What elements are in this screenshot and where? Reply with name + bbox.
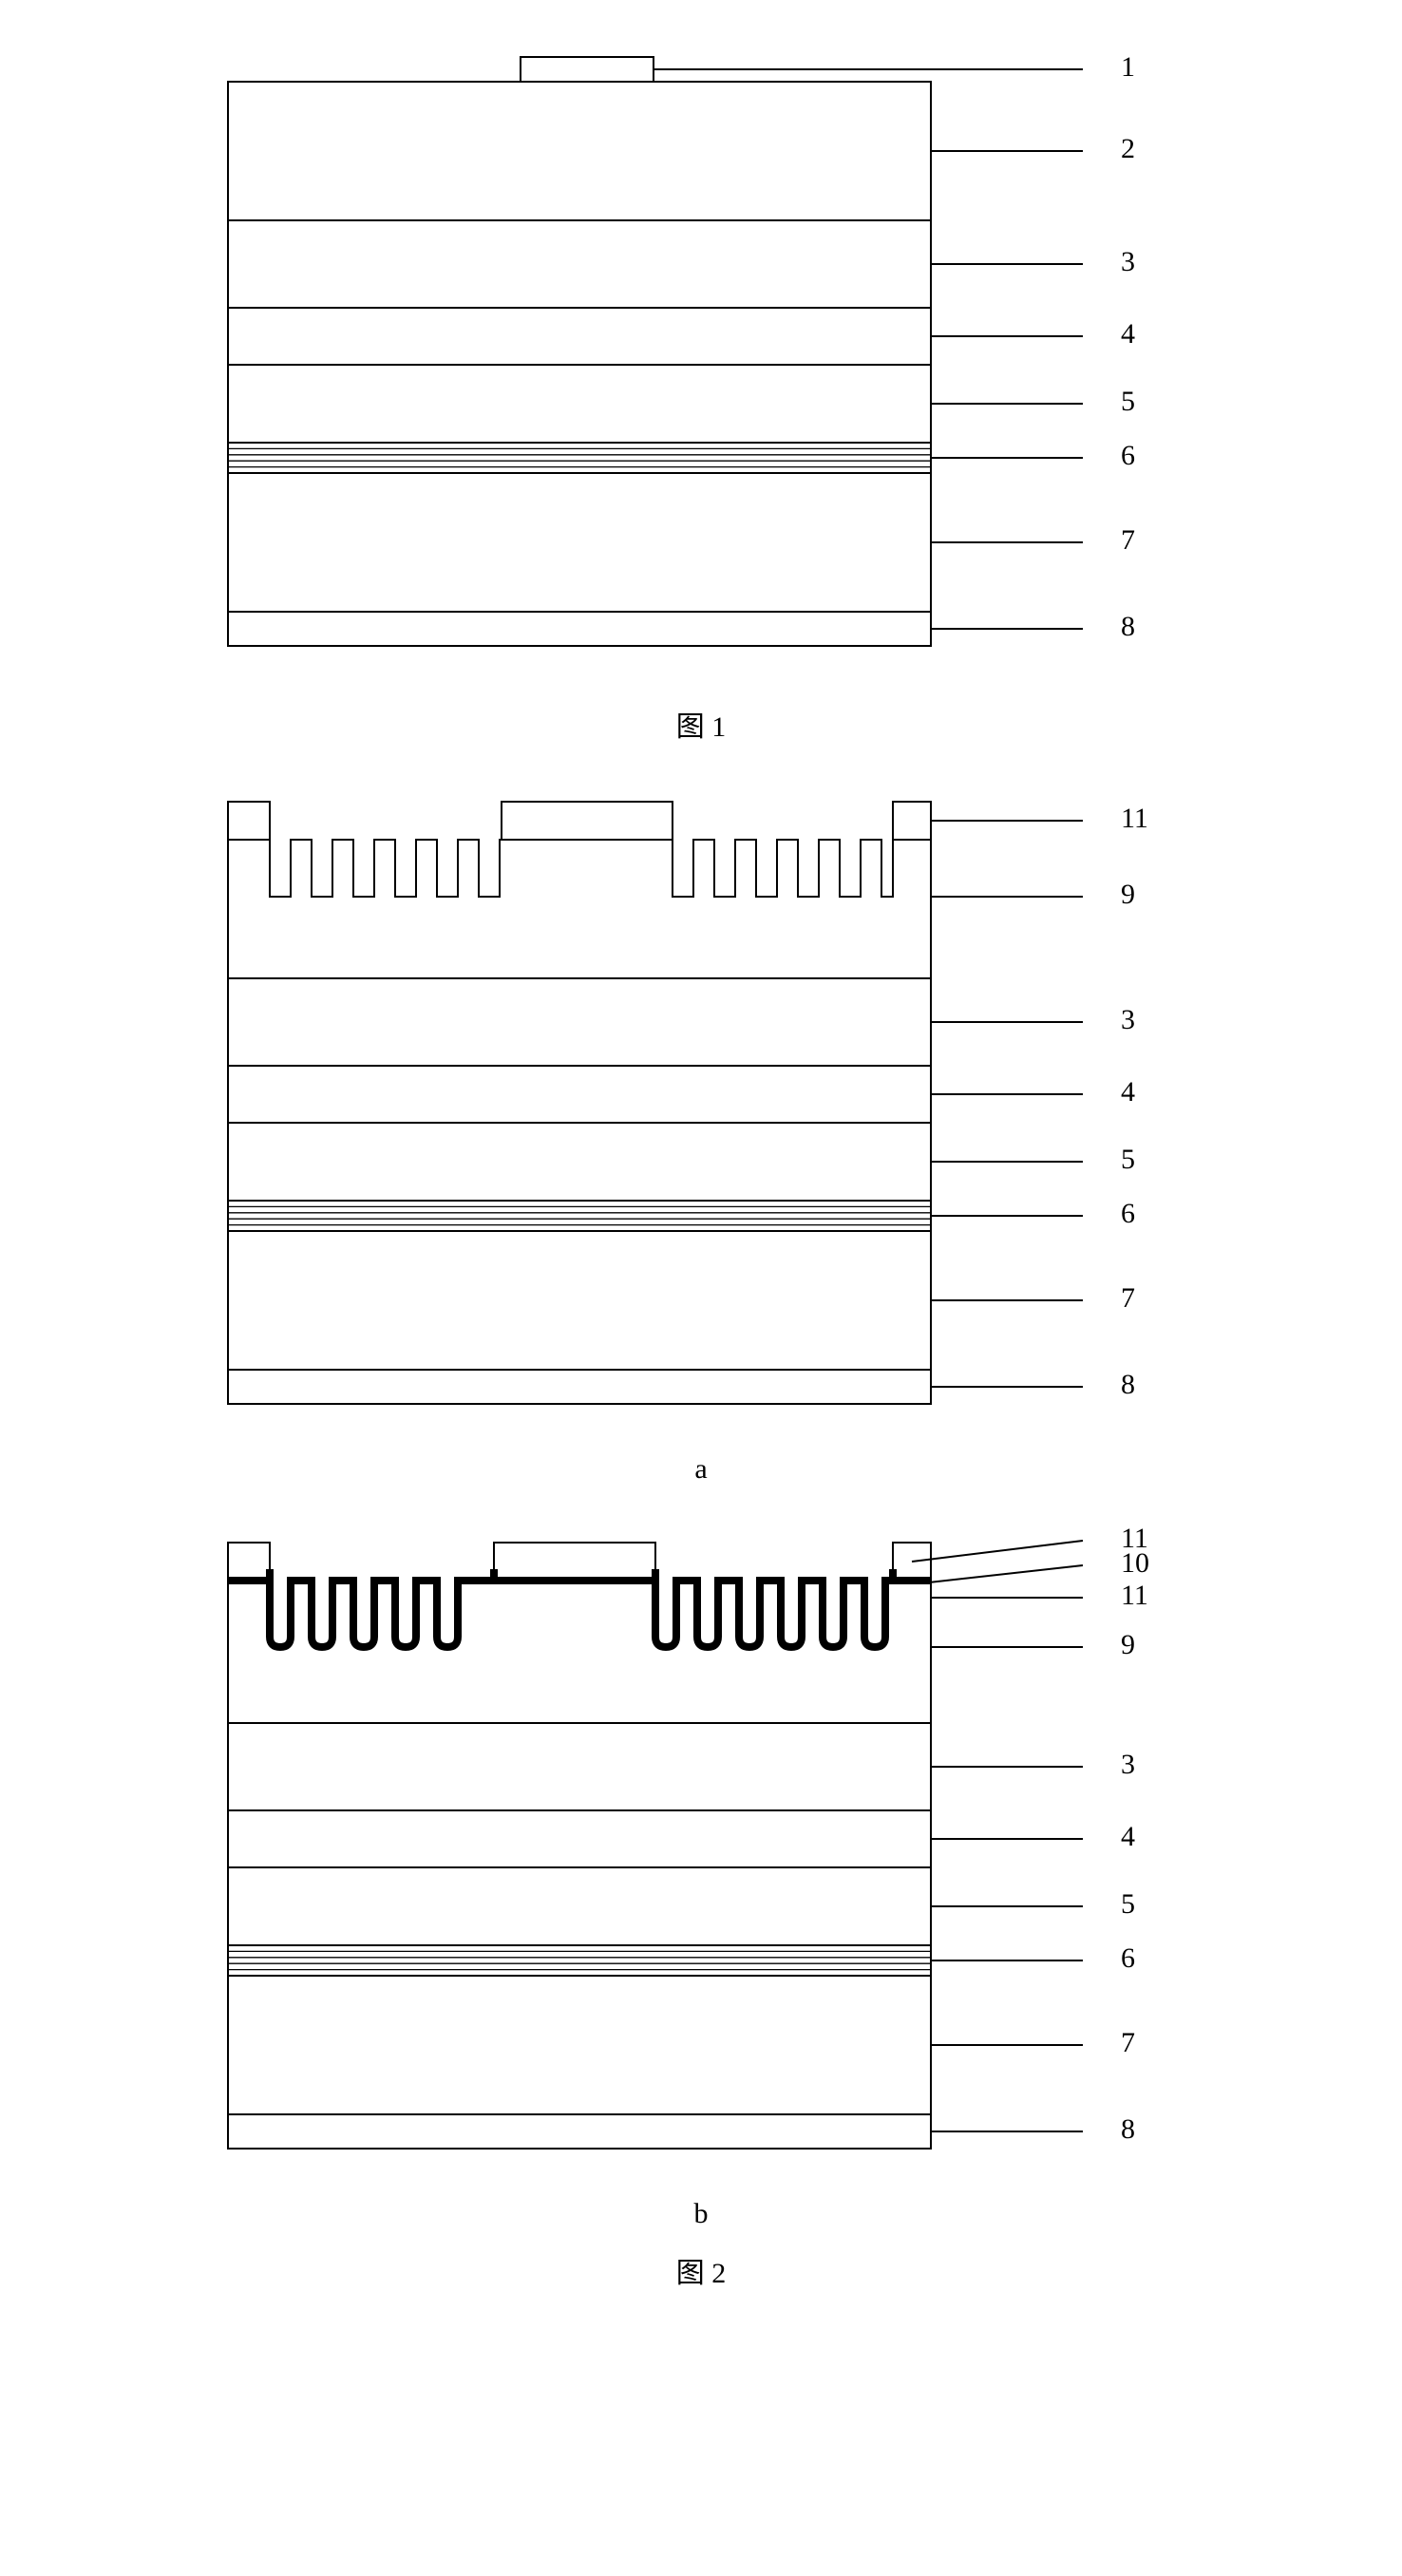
svg-text:3: 3 (1121, 1004, 1135, 1035)
svg-text:6: 6 (1121, 440, 1135, 471)
svg-text:8: 8 (1121, 1369, 1135, 1400)
svg-text:8: 8 (1121, 2113, 1135, 2145)
figure-1-svg: 1 2 3 4 5 6 7 8 (0, 38, 1330, 684)
svg-text:9: 9 (1121, 1629, 1135, 1660)
figure-2a-svg: 3 4 5 6 7 8 9 11 (0, 783, 1330, 1442)
svg-text:9: 9 (1121, 879, 1135, 910)
svg-text:5: 5 (1121, 1888, 1135, 1920)
svg-text:5: 5 (1121, 386, 1135, 417)
svg-text:7: 7 (1121, 1282, 1135, 1314)
svg-text:2: 2 (1121, 133, 1135, 164)
svg-text:11: 11 (1121, 803, 1148, 834)
svg-text:11: 11 (1121, 1580, 1148, 1611)
figure-2b-subcaption: b (0, 2198, 1402, 2230)
figure-2a-subcaption: a (0, 1453, 1402, 1486)
figure-2b-svg: 1110119345678 (0, 1524, 1330, 2187)
figure-1-caption: 图 1 (0, 703, 1402, 745)
figure-2b: 1110119345678 b 图 2 (0, 1524, 1402, 2291)
svg-text:4: 4 (1121, 1076, 1135, 1108)
figure-1: 1 2 3 4 5 6 7 8 图 1 (0, 38, 1402, 745)
svg-text:8: 8 (1121, 611, 1135, 642)
svg-text:3: 3 (1121, 246, 1135, 277)
svg-text:6: 6 (1121, 1198, 1135, 1229)
svg-text:7: 7 (1121, 524, 1135, 556)
figure-2-caption: 图 2 (0, 2249, 1402, 2291)
svg-text:10: 10 (1121, 1547, 1149, 1579)
svg-text:3: 3 (1121, 1749, 1135, 1780)
svg-text:7: 7 (1121, 2027, 1135, 2058)
svg-text:1: 1 (1121, 51, 1135, 83)
svg-text:4: 4 (1121, 318, 1135, 350)
svg-text:6: 6 (1121, 1942, 1135, 1974)
svg-text:4: 4 (1121, 1821, 1135, 1852)
figure-2a: 3 4 5 6 7 8 9 11 a (0, 783, 1402, 1486)
svg-text:5: 5 (1121, 1144, 1135, 1175)
